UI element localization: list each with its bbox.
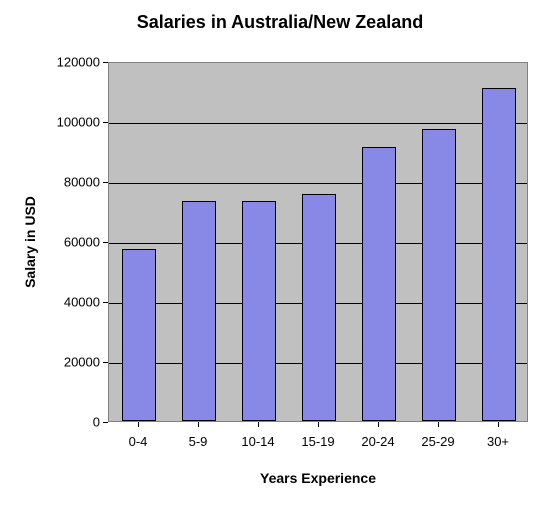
bar bbox=[122, 249, 157, 422]
y-tickmark bbox=[103, 362, 108, 363]
x-tick-label: 25-29 bbox=[421, 434, 454, 449]
y-tickmark bbox=[103, 62, 108, 63]
x-tickmark bbox=[438, 422, 439, 427]
x-tickmark bbox=[378, 422, 379, 427]
x-tick-label: 5-9 bbox=[189, 434, 208, 449]
bar bbox=[242, 201, 277, 422]
x-tick-label: 15-19 bbox=[301, 434, 334, 449]
x-axis-title: Years Experience bbox=[260, 470, 376, 486]
y-tick-label: 40000 bbox=[64, 295, 100, 310]
bar bbox=[362, 147, 397, 422]
y-tick-label: 100000 bbox=[57, 115, 100, 130]
bar bbox=[302, 194, 337, 421]
x-tick-label: 10-14 bbox=[241, 434, 274, 449]
gridline bbox=[109, 183, 527, 184]
y-axis-title: Salary in USD bbox=[22, 196, 38, 288]
y-tickmark bbox=[103, 122, 108, 123]
y-tickmark bbox=[103, 422, 108, 423]
salary-bar-chart: Salaries in Australia/New Zealand Salary… bbox=[0, 0, 560, 505]
x-tick-label: 0-4 bbox=[129, 434, 148, 449]
x-tickmark bbox=[138, 422, 139, 427]
x-tickmark bbox=[498, 422, 499, 427]
y-tickmark bbox=[103, 182, 108, 183]
y-tickmark bbox=[103, 302, 108, 303]
x-tick-label: 20-24 bbox=[361, 434, 394, 449]
y-tick-label: 120000 bbox=[57, 55, 100, 70]
x-tickmark bbox=[258, 422, 259, 427]
x-tickmark bbox=[318, 422, 319, 427]
bar bbox=[482, 88, 517, 421]
bar bbox=[182, 201, 217, 422]
y-tick-label: 80000 bbox=[64, 175, 100, 190]
plot-area bbox=[108, 62, 528, 422]
y-tick-label: 20000 bbox=[64, 355, 100, 370]
x-tick-label: 30+ bbox=[487, 434, 509, 449]
bar bbox=[422, 129, 457, 422]
y-tick-label: 0 bbox=[93, 415, 100, 430]
y-tickmark bbox=[103, 242, 108, 243]
plot-zone: Salary in USD Years Experience 0 20000 400… bbox=[0, 0, 560, 505]
x-tickmark bbox=[198, 422, 199, 427]
y-tick-label: 60000 bbox=[64, 235, 100, 250]
gridline bbox=[109, 123, 527, 124]
